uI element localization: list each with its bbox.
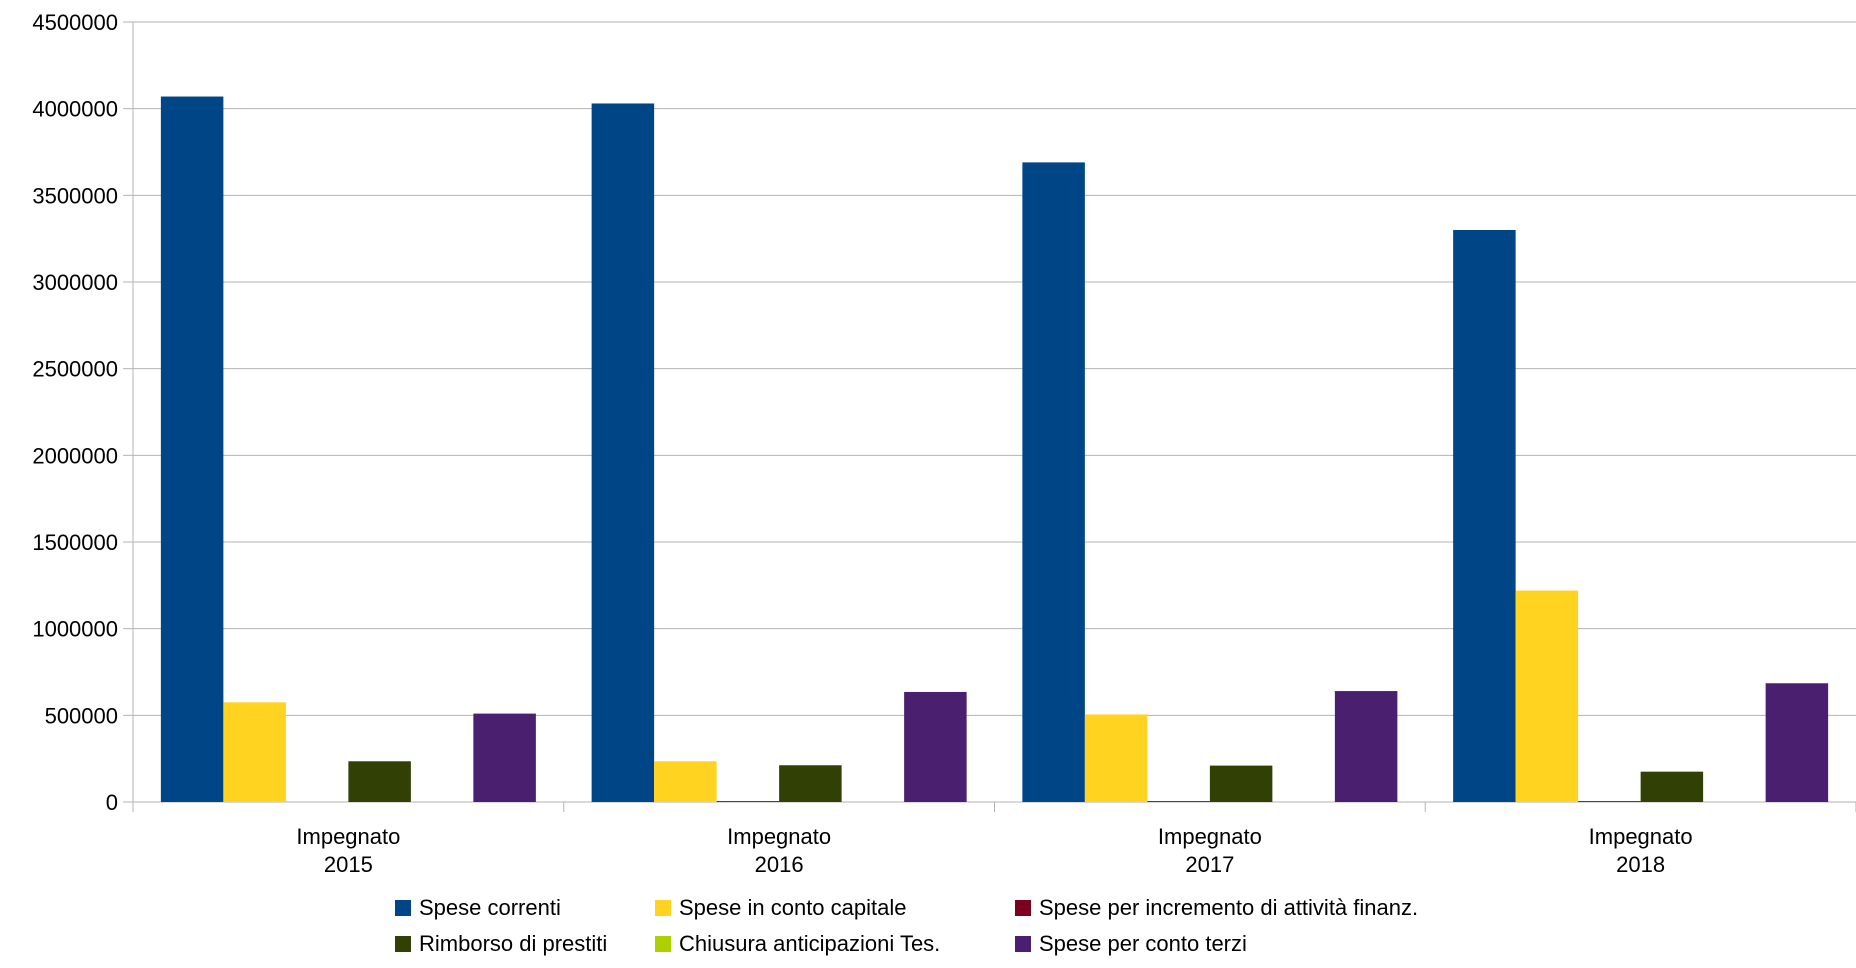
legend-label: Spese per conto terzi [1039, 931, 1247, 956]
legend-swatch [655, 900, 671, 916]
bar [1640, 771, 1704, 802]
legend-item-spese-correnti: Spese correnti [395, 895, 655, 921]
legend-item-spese-conto-terzi: Spese per conto terzi [1015, 931, 1247, 957]
bar [1765, 683, 1829, 802]
legend-item-spese-conto-capitale: Spese in conto capitale [655, 895, 1015, 921]
x-tick-label-line: 2017 [1185, 852, 1234, 877]
legend-label: Spese in conto capitale [679, 895, 907, 920]
legend-label: Chiusura anticipazioni Tes. [679, 931, 941, 956]
x-tick-label: Impegnato 2017 [1158, 824, 1262, 877]
y-tick-label: 3500000 [32, 183, 118, 208]
y-tick-label: 500000 [45, 703, 118, 728]
legend-label: Rimborso di prestiti [419, 931, 608, 956]
bar [1022, 162, 1085, 802]
x-tick-label-line: Impegnato [1589, 824, 1693, 849]
bar [473, 713, 536, 802]
y-tick-label: 1500000 [32, 530, 118, 555]
x-tick-label-line: 2015 [324, 852, 373, 877]
y-tick-label: 2000000 [32, 443, 118, 468]
legend-item-spese-incremento-attivita: Spese per incremento di attività finanz. [1015, 895, 1418, 921]
y-tick-label: 0 [106, 790, 118, 815]
x-tick-label-line: 2018 [1616, 852, 1665, 877]
y-tick-label: 4000000 [32, 97, 118, 122]
x-tick-label-line: Impegnato [727, 824, 831, 849]
x-tick-label-line: Impegnato [1158, 824, 1262, 849]
legend-swatch [395, 936, 411, 952]
x-tick-label-line: Impegnato [296, 824, 400, 849]
legend-row-1: Spese correnti Spese in conto capitale S… [395, 890, 1595, 926]
bar [1453, 230, 1516, 802]
legend-label: Spese per incremento di attività finanz. [1039, 895, 1419, 920]
bar [1578, 801, 1641, 802]
bar [1515, 590, 1579, 802]
x-tick-label: Impegnato 2015 [296, 824, 400, 877]
bar [1209, 765, 1273, 802]
bar [654, 761, 717, 802]
y-tick-label: 4500000 [32, 10, 118, 35]
y-tick-label: 1000000 [32, 617, 118, 642]
chart-legend: Spese correnti Spese in conto capitale S… [395, 890, 1595, 962]
legend-swatch [395, 900, 411, 916]
bar [223, 702, 286, 802]
bar [1084, 714, 1148, 802]
legend-swatch [1015, 900, 1031, 916]
x-tick-label: Impegnato 2016 [727, 824, 831, 877]
bar [1147, 801, 1210, 802]
bar [904, 691, 967, 802]
bar [1334, 691, 1398, 802]
y-tick-label: 3000000 [32, 270, 118, 295]
y-tick-label: 2500000 [32, 357, 118, 382]
x-tick-label: Impegnato 2018 [1589, 824, 1693, 877]
legend-item-chiusura-anticipazioni: Chiusura anticipazioni Tes. [655, 931, 1015, 957]
legend-label: Spese correnti [419, 895, 561, 920]
bar [716, 801, 780, 802]
bar [591, 103, 655, 802]
x-tick-label-line: 2016 [755, 852, 804, 877]
legend-item-rimborso-prestiti: Rimborso di prestiti [395, 931, 655, 957]
legend-row-2: Rimborso di prestiti Chiusura anticipazi… [395, 926, 1595, 962]
bar [779, 765, 842, 802]
legend-swatch [655, 936, 671, 952]
bar [160, 96, 224, 803]
legend-swatch [1015, 936, 1031, 952]
bar [348, 761, 411, 802]
